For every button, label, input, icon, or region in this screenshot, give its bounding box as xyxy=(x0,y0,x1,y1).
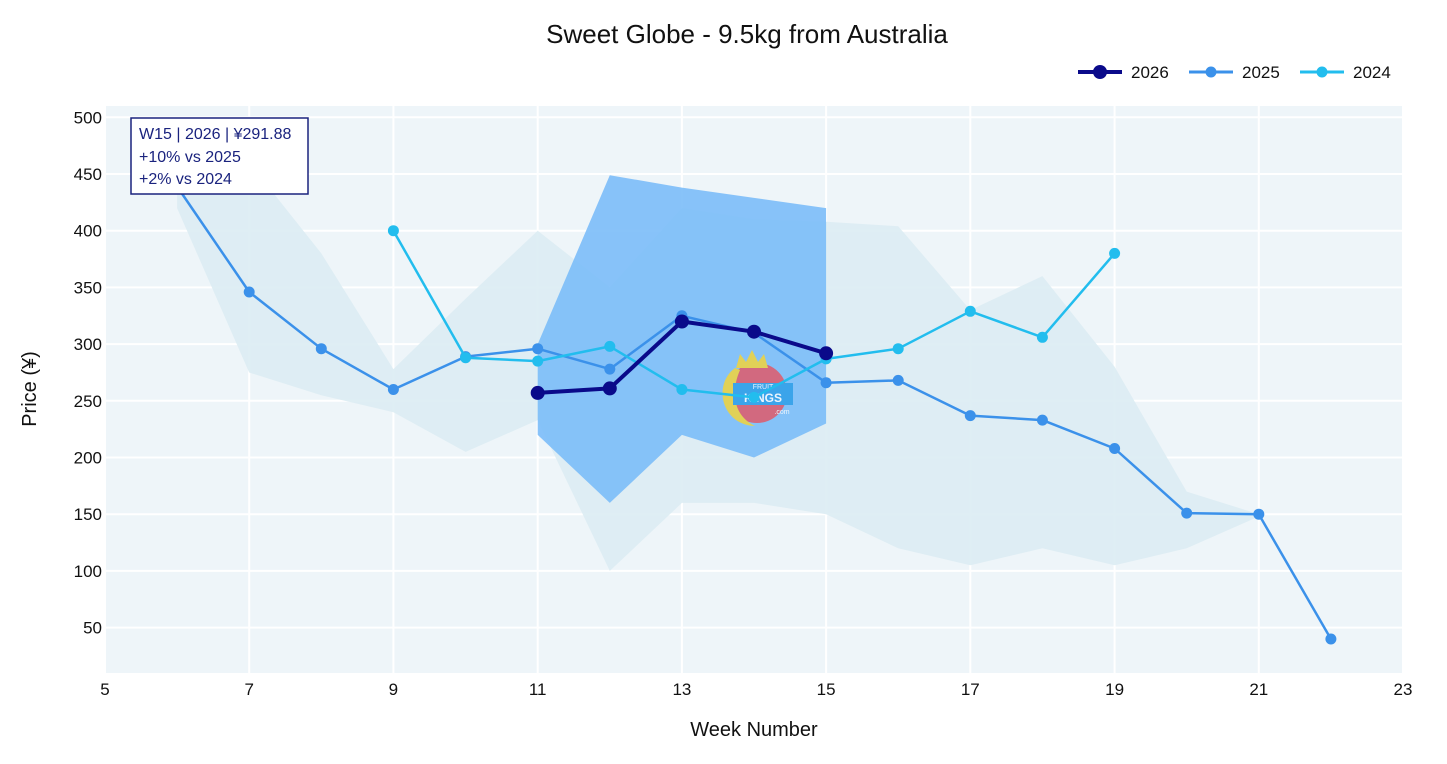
legend-marker-2024 xyxy=(1316,66,1328,78)
data-point-2024 xyxy=(532,355,544,367)
legend[interactable]: 2026 2025 2024 xyxy=(1078,63,1391,82)
data-point-2026 xyxy=(530,385,545,400)
data-point-2025 xyxy=(1181,507,1193,519)
y-tick-label: 450 xyxy=(74,165,102,184)
data-point-2026 xyxy=(819,346,834,361)
x-tick-label: 13 xyxy=(672,680,691,699)
data-point-2025 xyxy=(1109,443,1121,454)
x-axis-title: Week Number xyxy=(690,719,818,741)
x-tick-label: 5 xyxy=(100,680,109,699)
data-point-2024 xyxy=(748,391,760,403)
annotation-box: W15 | 2026 | ¥291.88 +10% vs 2025 +2% vs… xyxy=(130,117,309,195)
data-point-2025 xyxy=(243,286,255,298)
logo-word-top: FRUIT xyxy=(753,384,774,391)
y-axis-title: Price (¥) xyxy=(19,351,41,427)
annotation-line-3: +2% vs 2024 xyxy=(139,171,232,188)
data-point-2025 xyxy=(1253,508,1265,520)
legend-label-2025: 2025 xyxy=(1242,63,1280,82)
x-tick-label: 23 xyxy=(1394,680,1413,699)
logo-word-suffix: .com xyxy=(774,409,789,416)
data-point-2026 xyxy=(602,381,617,396)
y-tick-label: 50 xyxy=(83,619,102,638)
data-point-2025 xyxy=(1036,414,1048,426)
y-tick-label: 300 xyxy=(74,335,102,354)
data-point-2025 xyxy=(604,363,616,375)
crown-icon xyxy=(736,350,768,368)
y-tick-label: 400 xyxy=(74,222,102,241)
data-point-2024 xyxy=(387,225,399,237)
data-point-2024 xyxy=(892,343,904,355)
annotation-line-1: W15 | 2026 | ¥291.88 xyxy=(139,126,292,143)
data-point-2025 xyxy=(315,343,327,355)
legend-marker-2025 xyxy=(1205,66,1217,78)
x-tick-label: 19 xyxy=(1105,680,1124,699)
data-point-2024 xyxy=(676,384,688,395)
data-point-2024 xyxy=(604,340,616,352)
x-tick-label: 17 xyxy=(961,680,980,699)
legend-item-2026[interactable]: 2026 xyxy=(1078,63,1169,82)
legend-label-2024: 2024 xyxy=(1353,63,1391,82)
x-tick-label: 21 xyxy=(1249,680,1268,699)
data-point-2026 xyxy=(747,324,761,339)
data-point-2025 xyxy=(1325,633,1337,645)
x-axis-ticks: 5 7 9 11 13 15 17 19 21 23 xyxy=(100,680,1412,699)
legend-label-2026: 2026 xyxy=(1131,63,1169,82)
chart-title: Sweet Globe - 9.5kg from Australia xyxy=(546,19,948,49)
x-tick-label: 15 xyxy=(817,680,836,699)
legend-item-2024[interactable]: 2024 xyxy=(1300,63,1391,82)
series-2026 xyxy=(530,314,834,400)
annotation-line-2: +10% vs 2025 xyxy=(139,149,241,166)
x-tick-label: 7 xyxy=(244,680,253,699)
x-tick-label: 11 xyxy=(529,680,547,699)
data-point-2025 xyxy=(964,410,976,422)
data-point-2024 xyxy=(460,352,472,364)
legend-marker-2026 xyxy=(1093,65,1107,79)
y-tick-label: 250 xyxy=(74,392,102,411)
x-tick-label: 9 xyxy=(389,680,398,699)
y-tick-label: 150 xyxy=(74,505,102,524)
data-point-2025 xyxy=(820,377,832,389)
data-point-2024 xyxy=(964,305,976,317)
data-point-2024 xyxy=(1036,331,1048,343)
y-axis-ticks: 50 100 150 200 250 300 350 400 450 500 xyxy=(74,108,102,637)
data-point-2026 xyxy=(674,314,689,329)
data-point-2024 xyxy=(1109,247,1121,259)
y-tick-label: 100 xyxy=(74,562,102,581)
annotation-frame xyxy=(130,117,309,195)
data-point-2025 xyxy=(532,343,544,355)
data-point-2025 xyxy=(892,374,904,386)
y-tick-label: 350 xyxy=(74,278,102,297)
legend-item-2025[interactable]: 2025 xyxy=(1189,63,1280,82)
y-tick-label: 500 xyxy=(74,108,102,127)
y-tick-label: 200 xyxy=(74,449,102,468)
banana-icon xyxy=(722,368,755,426)
data-point-2025 xyxy=(387,384,399,395)
